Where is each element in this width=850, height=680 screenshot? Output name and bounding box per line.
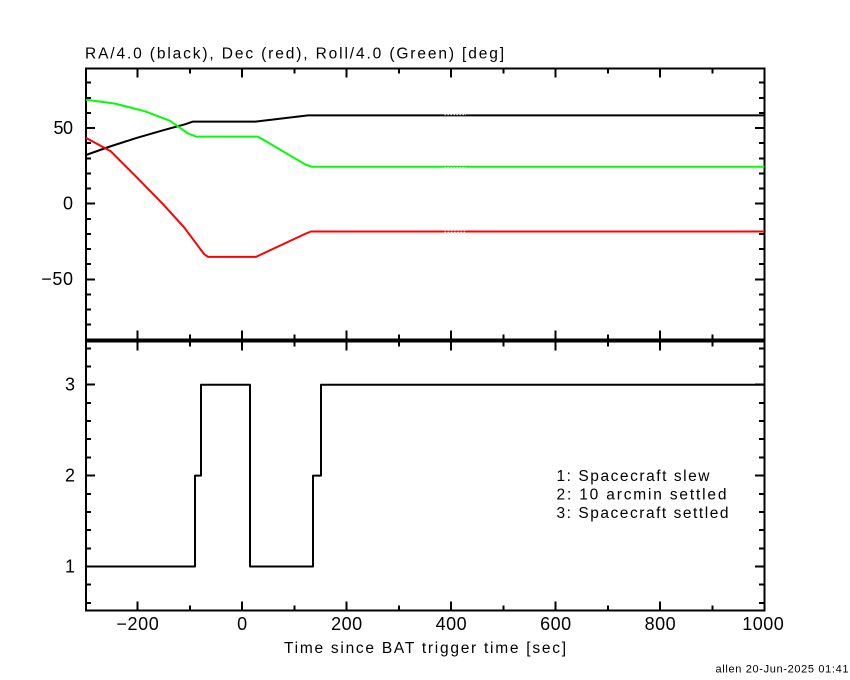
svg-text:2: 2: [65, 466, 75, 486]
svg-text:Time since BAT trigger time [s: Time since BAT trigger time [sec]: [284, 640, 566, 657]
svg-text:1000: 1000: [742, 614, 784, 634]
svg-text:allen 20-Jun-2025 01:41: allen 20-Jun-2025 01:41: [716, 663, 849, 675]
svg-text:200: 200: [331, 614, 362, 634]
svg-text:1: Spacecraft slew: 1: Spacecraft slew: [557, 468, 711, 485]
svg-text:800: 800: [645, 614, 676, 634]
svg-text:3: Spacecraft settled: 3: Spacecraft settled: [557, 505, 729, 522]
svg-text:0: 0: [63, 194, 73, 214]
svg-text:50: 50: [54, 118, 74, 138]
svg-text:400: 400: [436, 614, 467, 634]
svg-text:−50: −50: [41, 269, 73, 289]
svg-text:−200: −200: [116, 614, 158, 634]
svg-text:3: 3: [65, 375, 75, 395]
svg-text:0: 0: [237, 614, 247, 634]
svg-text:600: 600: [540, 614, 571, 634]
svg-text:1: 1: [65, 556, 75, 576]
